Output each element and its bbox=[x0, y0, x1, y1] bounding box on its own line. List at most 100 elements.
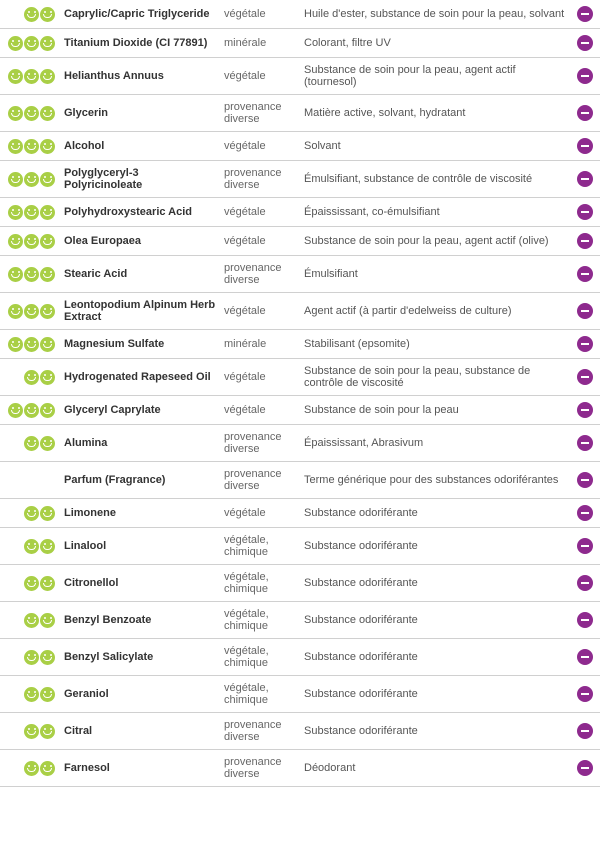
minus-icon[interactable] bbox=[577, 171, 593, 187]
minus-icon[interactable] bbox=[577, 612, 593, 628]
ingredient-name: Glyceryl Caprylate bbox=[60, 396, 220, 425]
minus-icon[interactable] bbox=[577, 6, 593, 22]
smile-icon bbox=[40, 106, 55, 121]
minus-icon[interactable] bbox=[577, 760, 593, 776]
smile-icon bbox=[40, 370, 55, 385]
ingredient-origin: végétale bbox=[220, 293, 300, 330]
minus-icon[interactable] bbox=[577, 686, 593, 702]
action-cell bbox=[570, 256, 600, 293]
ingredient-desc: Matière active, solvant, hydratant bbox=[300, 95, 570, 132]
table-row: Parfum (Fragrance)provenance diverseTerm… bbox=[0, 462, 600, 499]
smile-icon bbox=[40, 205, 55, 220]
smile-icon bbox=[40, 436, 55, 451]
minus-icon[interactable] bbox=[577, 538, 593, 554]
ingredient-name: Citronellol bbox=[60, 565, 220, 602]
table-row: Helianthus AnnuusvégétaleSubstance de so… bbox=[0, 58, 600, 95]
smile-icon bbox=[24, 205, 39, 220]
minus-icon[interactable] bbox=[577, 649, 593, 665]
minus-icon[interactable] bbox=[577, 35, 593, 51]
table-row: Glycerinprovenance diverseMatière active… bbox=[0, 95, 600, 132]
minus-icon[interactable] bbox=[577, 68, 593, 84]
minus-icon[interactable] bbox=[577, 105, 593, 121]
minus-icon[interactable] bbox=[577, 266, 593, 282]
table-row: Linaloolvégétale, chimiqueSubstance odor… bbox=[0, 528, 600, 565]
smile-icon bbox=[40, 403, 55, 418]
minus-icon[interactable] bbox=[577, 723, 593, 739]
ingredient-origin: provenance diverse bbox=[220, 750, 300, 787]
rating-cell bbox=[0, 58, 60, 95]
minus-icon[interactable] bbox=[577, 233, 593, 249]
action-cell bbox=[570, 750, 600, 787]
rating-cell bbox=[0, 132, 60, 161]
table-row: Leontopodium Alpinum Herb Extractvégétal… bbox=[0, 293, 600, 330]
table-row: Caprylic/Capric TriglyceridevégétaleHuil… bbox=[0, 0, 600, 29]
smile-icon bbox=[8, 234, 23, 249]
rating-cell bbox=[0, 198, 60, 227]
ingredient-origin: végétale bbox=[220, 58, 300, 95]
smile-icon bbox=[40, 724, 55, 739]
ingredient-desc: Substance odoriférante bbox=[300, 565, 570, 602]
ingredient-desc: Substance odoriférante bbox=[300, 602, 570, 639]
ingredient-name: Benzyl Benzoate bbox=[60, 602, 220, 639]
smile-icon bbox=[24, 687, 39, 702]
ingredient-origin: végétale bbox=[220, 198, 300, 227]
smile-icon bbox=[24, 403, 39, 418]
ingredient-desc: Épaississant, co-émulsifiant bbox=[300, 198, 570, 227]
ingredient-desc: Substance odoriférante bbox=[300, 713, 570, 750]
ingredient-desc: Substance de soin pour la peau bbox=[300, 396, 570, 425]
ingredient-desc: Substance de soin pour la peau, substanc… bbox=[300, 359, 570, 396]
table-row: Benzyl Benzoatevégétale, chimiqueSubstan… bbox=[0, 602, 600, 639]
smile-icon bbox=[24, 234, 39, 249]
minus-icon[interactable] bbox=[577, 303, 593, 319]
ingredients-table: Caprylic/Capric TriglyceridevégétaleHuil… bbox=[0, 0, 600, 787]
smile-icon bbox=[24, 304, 39, 319]
smile-icon bbox=[40, 7, 55, 22]
action-cell bbox=[570, 462, 600, 499]
ingredient-desc: Substance odoriférante bbox=[300, 528, 570, 565]
ingredient-origin: végétale, chimique bbox=[220, 602, 300, 639]
minus-icon[interactable] bbox=[577, 402, 593, 418]
smile-icon bbox=[24, 337, 39, 352]
action-cell bbox=[570, 528, 600, 565]
rating-cell bbox=[0, 29, 60, 58]
ingredient-name: Benzyl Salicylate bbox=[60, 639, 220, 676]
minus-icon[interactable] bbox=[577, 575, 593, 591]
smile-icon bbox=[8, 106, 23, 121]
minus-icon[interactable] bbox=[577, 336, 593, 352]
minus-icon[interactable] bbox=[577, 369, 593, 385]
smile-icon bbox=[40, 139, 55, 154]
minus-icon[interactable] bbox=[577, 204, 593, 220]
ingredient-name: Caprylic/Capric Triglyceride bbox=[60, 0, 220, 29]
rating-cell bbox=[0, 330, 60, 359]
table-row: Geraniolvégétale, chimiqueSubstance odor… bbox=[0, 676, 600, 713]
rating-cell bbox=[0, 396, 60, 425]
minus-icon[interactable] bbox=[577, 138, 593, 154]
ingredient-desc: Déodorant bbox=[300, 750, 570, 787]
rating-cell bbox=[0, 227, 60, 256]
smile-icon bbox=[24, 650, 39, 665]
minus-icon[interactable] bbox=[577, 505, 593, 521]
minus-icon[interactable] bbox=[577, 435, 593, 451]
ingredient-origin: végétale, chimique bbox=[220, 676, 300, 713]
ingredient-origin: provenance diverse bbox=[220, 425, 300, 462]
minus-icon[interactable] bbox=[577, 472, 593, 488]
ingredient-origin: provenance diverse bbox=[220, 462, 300, 499]
action-cell bbox=[570, 198, 600, 227]
ingredient-name: Hydrogenated Rapeseed Oil bbox=[60, 359, 220, 396]
action-cell bbox=[570, 639, 600, 676]
smile-icon bbox=[8, 139, 23, 154]
ingredient-desc: Solvant bbox=[300, 132, 570, 161]
smile-icon bbox=[8, 205, 23, 220]
smile-icon bbox=[24, 172, 39, 187]
ingredient-desc: Substance de soin pour la peau, agent ac… bbox=[300, 227, 570, 256]
ingredient-origin: végétale bbox=[220, 359, 300, 396]
smile-icon bbox=[40, 576, 55, 591]
smile-icon bbox=[24, 370, 39, 385]
ingredient-desc: Substance odoriférante bbox=[300, 499, 570, 528]
table-row: Citralprovenance diverseSubstance odorif… bbox=[0, 713, 600, 750]
smile-icon bbox=[24, 267, 39, 282]
action-cell bbox=[570, 227, 600, 256]
ingredient-desc: Émulsifiant bbox=[300, 256, 570, 293]
ingredient-name: Magnesium Sulfate bbox=[60, 330, 220, 359]
smile-icon bbox=[8, 172, 23, 187]
